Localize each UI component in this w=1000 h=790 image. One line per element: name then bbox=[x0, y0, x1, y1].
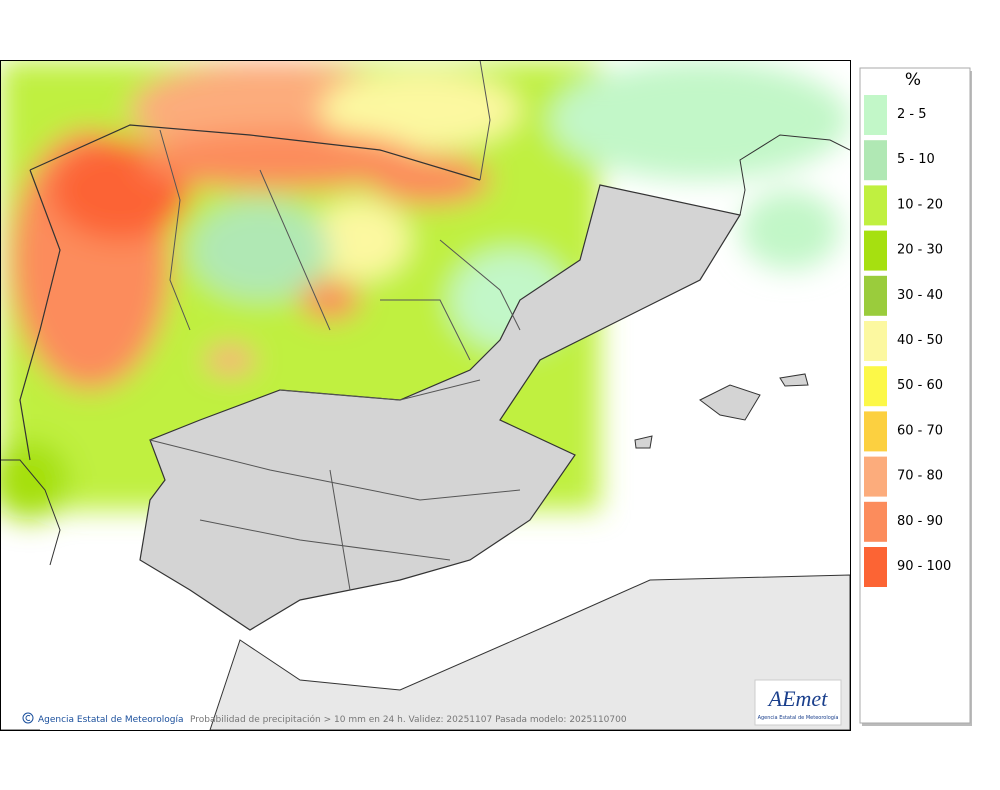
legend-swatch bbox=[864, 140, 887, 181]
legend-label: 10 - 20 bbox=[897, 197, 943, 212]
map bbox=[0, 60, 850, 730]
legend-label: 80 - 90 bbox=[897, 514, 943, 529]
legend-swatch bbox=[864, 275, 887, 316]
legend-swatch bbox=[864, 95, 887, 135]
copyright-icon bbox=[22, 712, 34, 724]
legend-label: 90 - 100 bbox=[897, 559, 951, 574]
legend-label: 2 - 5 bbox=[897, 107, 927, 122]
legend-label: 70 - 80 bbox=[897, 469, 943, 484]
logo: AEmet bbox=[767, 686, 829, 711]
legend-label: 50 - 60 bbox=[897, 378, 943, 393]
legend-swatch bbox=[864, 366, 887, 407]
legend-swatch bbox=[864, 501, 887, 542]
legend-swatch bbox=[864, 411, 887, 452]
credit: Agencia Estatal de Meteorología bbox=[38, 715, 184, 725]
legend-swatch bbox=[864, 185, 887, 226]
legend-label: 20 - 30 bbox=[897, 243, 943, 258]
legend-swatch bbox=[864, 321, 887, 361]
copyright-icon bbox=[25, 715, 31, 721]
legend-label: 40 - 50 bbox=[897, 333, 943, 348]
legend-label: 5 - 10 bbox=[897, 152, 935, 167]
legend-label: 60 - 70 bbox=[897, 423, 943, 438]
map-frame bbox=[0, 60, 851, 731]
legend-label: 30 - 40 bbox=[897, 288, 943, 303]
logo-subtitle: Agencia Estatal de Meteorología bbox=[758, 714, 839, 721]
logo-box bbox=[754, 679, 842, 726]
legend-swatch bbox=[864, 456, 887, 497]
legend-title: % bbox=[905, 70, 921, 90]
legend-items: 2 - 5 5 - 10 10 - 20 20 - 30 30 - 40 40 - 50 5… bbox=[864, 95, 951, 587]
legend-swatch bbox=[864, 547, 887, 587]
caption: Probabilidad de precipitación > 10 mm en… bbox=[190, 714, 627, 725]
legend-swatch bbox=[864, 230, 887, 271]
